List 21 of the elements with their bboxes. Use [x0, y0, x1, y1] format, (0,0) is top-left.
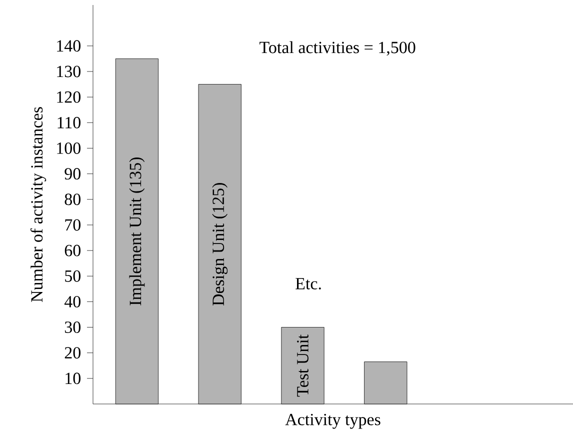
y-tick-label: 50: [65, 270, 80, 282]
y-tick-label: 30: [64, 322, 80, 333]
y-tick-label: 100: [57, 142, 80, 154]
y-axis-title: Number of activity instances: [30, 107, 46, 302]
y-tick-label: 60: [64, 244, 80, 256]
x-axis-title: Activity types: [285, 414, 380, 429]
x-tick-label: Design Unit (125): [212, 183, 228, 306]
y-tick-label: 90: [64, 168, 80, 180]
annotation: Etc.: [296, 278, 321, 290]
y-tick-label: 110: [58, 116, 80, 128]
y-tick-label: 120: [57, 91, 80, 103]
x-tick-label: Test Unit: [297, 334, 308, 397]
y-tick-label: 130: [57, 66, 80, 78]
y-tick-label: 70: [65, 219, 80, 231]
y-tick-label: 80: [64, 194, 80, 206]
y-tick-label: 20: [64, 347, 80, 359]
y-tick-label: 10: [66, 372, 80, 384]
y-tick-label: 140: [57, 40, 80, 52]
y-tick-label: 40: [64, 296, 80, 308]
annotation: Total activities = 1,500: [260, 41, 416, 56]
x-tick-label: Implement Unit (135): [129, 158, 145, 306]
